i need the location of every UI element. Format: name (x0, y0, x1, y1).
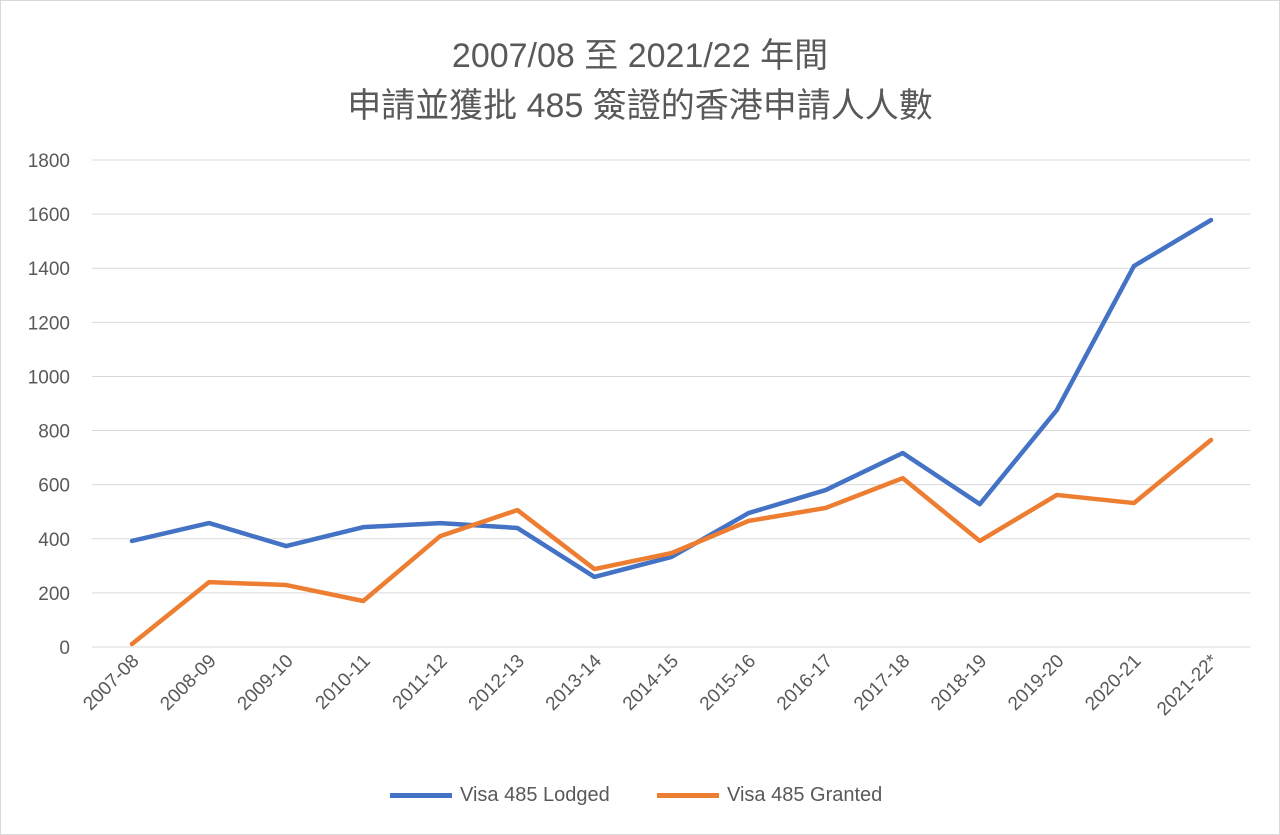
x-tick-label: 2011-12 (389, 651, 452, 714)
x-tick-label: 2016-17 (773, 651, 837, 715)
data-point (823, 505, 828, 510)
x-tick-label: 2020-21 (1081, 651, 1145, 715)
legend-label-lodged: Visa 485 Lodged (460, 784, 610, 806)
data-point (669, 551, 674, 556)
data-point (284, 544, 289, 549)
y-tick-label: 800 (38, 422, 70, 443)
data-point (977, 538, 982, 543)
data-point (669, 554, 674, 559)
data-point (823, 488, 828, 493)
y-tick-label: 1000 (28, 367, 70, 388)
data-point (207, 521, 212, 526)
y-tick-label: 600 (38, 476, 70, 497)
data-point (977, 502, 982, 507)
y-tick-label: 1400 (28, 259, 70, 280)
x-tick-label: 2007-08 (79, 651, 143, 715)
data-point (746, 511, 751, 516)
data-point (515, 508, 520, 513)
x-tick-label: 2010-11 (312, 651, 375, 714)
data-point (361, 599, 366, 604)
x-tick-label: 2017-18 (850, 651, 914, 715)
x-tick-label: 2013-14 (542, 650, 606, 714)
data-point (1054, 492, 1059, 497)
x-tick-label: 2008-09 (156, 651, 220, 715)
legend-label-granted: Visa 485 Granted (727, 784, 883, 806)
data-point (592, 574, 597, 579)
data-point (515, 525, 520, 530)
x-tick-label: 2014-15 (619, 651, 683, 715)
y-tick-label: 0 (59, 638, 70, 659)
data-point (1131, 501, 1136, 506)
x-tick-label: 2018-19 (927, 651, 991, 715)
y-tick-label: 200 (38, 584, 70, 605)
data-point (592, 567, 597, 572)
x-tick-label: 2009-10 (234, 651, 298, 715)
data-point (900, 451, 905, 456)
y-tick-label: 1200 (28, 313, 70, 334)
data-point (1209, 438, 1213, 443)
data-point (438, 521, 443, 526)
y-tick-label: 1600 (28, 205, 70, 226)
data-point (361, 525, 366, 530)
data-point (130, 642, 134, 647)
data-point (900, 476, 905, 481)
data-point (130, 538, 134, 543)
x-tick-label: 2019-20 (1004, 651, 1068, 715)
chart-title-line1: 2007/08 至 2021/22 年間 (451, 37, 829, 75)
y-tick-label: 1800 (28, 151, 70, 172)
data-point (1054, 407, 1059, 412)
data-point (284, 583, 289, 588)
data-point (746, 518, 751, 523)
data-point (1131, 264, 1136, 269)
chart-title-line2: 申請並獲批 485 簽證的香港申請人人數 (347, 87, 933, 125)
x-tick-label: 2012-13 (465, 651, 529, 715)
data-point (1209, 218, 1213, 223)
legend-swatch-granted (657, 793, 719, 798)
x-tick-label: 2021-22* (1153, 650, 1223, 720)
series-line-lodged (129, 217, 1214, 580)
legend-item-granted: Visa 485 Granted (657, 784, 882, 807)
legend-swatch-lodged (390, 793, 452, 798)
data-point (207, 580, 212, 585)
x-tick-label: 2015-16 (696, 651, 760, 715)
legend-item-lodged: Visa 485 Lodged (390, 784, 610, 807)
y-tick-label: 400 (38, 530, 70, 551)
data-point (438, 534, 443, 539)
